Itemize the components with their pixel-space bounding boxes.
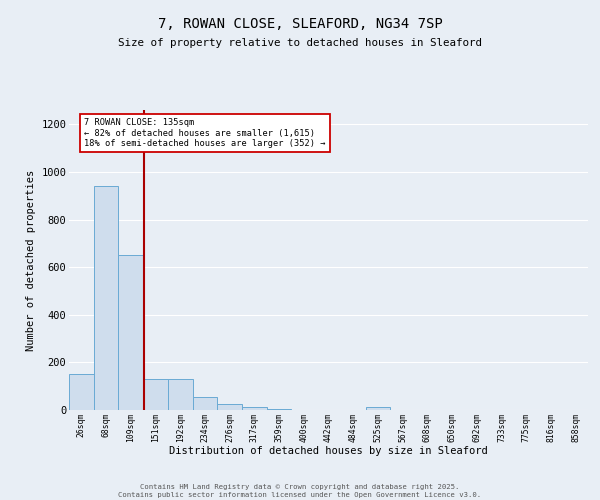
Bar: [118, 255, 143, 410]
Bar: [365, 407, 390, 410]
Bar: [267, 409, 292, 410]
Text: 7, ROWAN CLOSE, SLEAFORD, NG34 7SP: 7, ROWAN CLOSE, SLEAFORD, NG34 7SP: [158, 18, 442, 32]
Bar: [217, 404, 242, 410]
Y-axis label: Number of detached properties: Number of detached properties: [26, 170, 35, 350]
Bar: [193, 397, 217, 410]
Text: 7 ROWAN CLOSE: 135sqm
← 82% of detached houses are smaller (1,615)
18% of semi-d: 7 ROWAN CLOSE: 135sqm ← 82% of detached …: [84, 118, 325, 148]
X-axis label: Distribution of detached houses by size in Sleaford: Distribution of detached houses by size …: [169, 446, 488, 456]
Bar: [143, 379, 168, 410]
Bar: [94, 186, 118, 410]
Bar: [242, 407, 267, 410]
Bar: [69, 374, 94, 410]
Bar: [168, 379, 193, 410]
Text: Contains HM Land Registry data © Crown copyright and database right 2025.
Contai: Contains HM Land Registry data © Crown c…: [118, 484, 482, 498]
Text: Size of property relative to detached houses in Sleaford: Size of property relative to detached ho…: [118, 38, 482, 48]
